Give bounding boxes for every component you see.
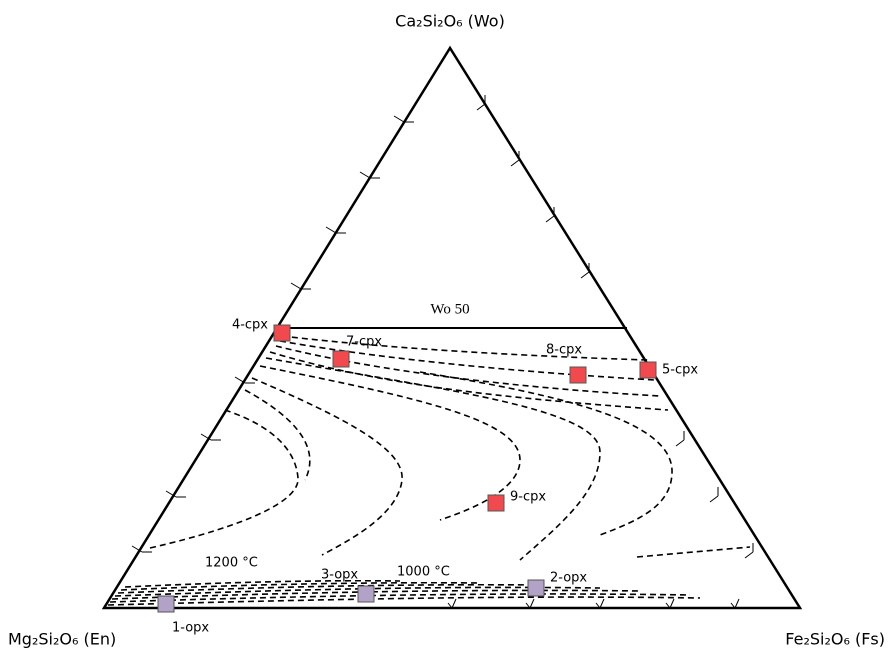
point-marker xyxy=(273,324,291,342)
vertex-label: Mg₂Si₂O₆ (En) xyxy=(8,630,116,649)
point-marker xyxy=(332,350,350,368)
point-label: 9-cpx xyxy=(510,490,546,505)
isotherm-curves xyxy=(107,335,751,606)
point-label: 8-cpx xyxy=(546,343,582,358)
point-marker xyxy=(639,361,657,379)
vertex-label: Fe₂Si₂O₆ (Fs) xyxy=(785,630,885,649)
wo-line-label: Wo 50 xyxy=(430,301,469,317)
point-label: 7-cpx xyxy=(346,335,382,350)
point-marker xyxy=(569,366,587,384)
isotherm-label: 1200 °C xyxy=(205,556,258,571)
vertex-label: Ca₂Si₂O₆ (Wo) xyxy=(395,12,505,31)
point-marker xyxy=(157,595,175,613)
point-label: 4-cpx xyxy=(232,318,268,333)
point-label: 1-opx xyxy=(172,621,209,636)
isotherm-label: 1000 °C xyxy=(397,565,450,580)
point-marker xyxy=(487,494,505,512)
point-marker xyxy=(527,579,545,597)
point-label: 5-cpx xyxy=(662,363,698,378)
axis-ticks xyxy=(131,95,754,609)
point-label: 3-opx xyxy=(321,568,358,583)
point-label: 2-opx xyxy=(550,571,587,586)
point-marker xyxy=(357,585,375,603)
points: 4-cpx 7-cpx 8-cpx 5-cpx 9-cpx 1-opx 3-opx 2-opx xyxy=(157,318,698,636)
